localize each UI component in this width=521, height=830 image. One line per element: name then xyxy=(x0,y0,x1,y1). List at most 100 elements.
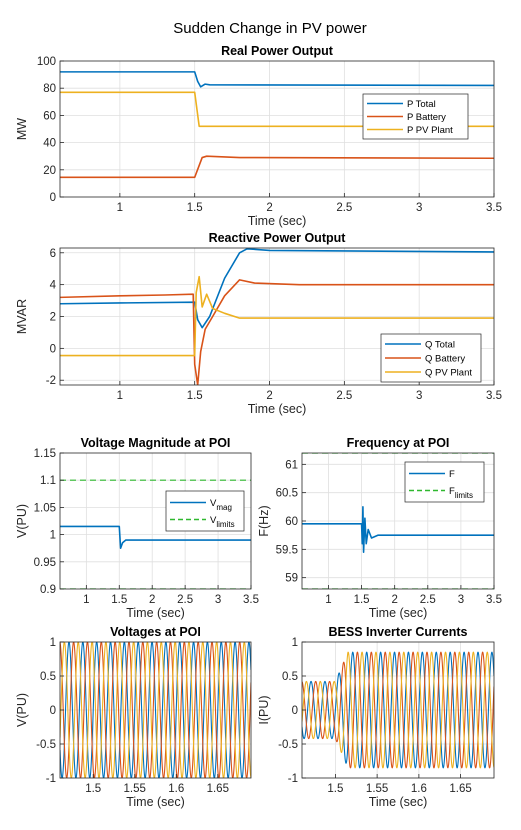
x-tick-label: 2.5 xyxy=(336,202,352,214)
legend-entry: Q Total xyxy=(425,340,455,351)
x-tick-label: 3.5 xyxy=(486,594,502,606)
legend-box xyxy=(165,490,245,532)
series-line-1 xyxy=(60,155,494,179)
legend-entry-name: V xyxy=(210,498,217,509)
chart-real: 1 1.5 2 2.5 3 3.5 0 20 40 60 80 100 Real Power Outpu… xyxy=(15,44,502,228)
x-axis-label: Time (sec) xyxy=(126,606,185,620)
series-line-2 xyxy=(60,275,494,357)
legend-entry: F xyxy=(449,469,455,480)
axes-box xyxy=(59,452,252,590)
y-tick-label: 1.15 xyxy=(34,448,56,460)
x-tick-label: 1.5 xyxy=(354,594,370,606)
chart-title: Real Power Output xyxy=(221,44,334,58)
phase-3-line xyxy=(60,642,251,778)
y-tick-label: 1 xyxy=(292,637,298,649)
series-line-0 xyxy=(60,248,494,329)
legend-entry-name: F xyxy=(449,486,455,497)
y-tick-label: 1.05 xyxy=(34,502,56,514)
legend-entry-name: V xyxy=(210,515,217,526)
x-tick-label: 1 xyxy=(83,594,89,606)
y-axis-label: F(Hz) xyxy=(257,505,271,536)
y-tick-label: 0.5 xyxy=(282,671,298,683)
x-axis-label: Time (sec) xyxy=(248,214,307,228)
legend-entry-name: P Total xyxy=(407,99,436,110)
y-axis-label: MVAR xyxy=(15,299,29,334)
x-tick-label: 2 xyxy=(149,594,155,606)
x-tick-label: 3 xyxy=(416,390,422,402)
legend-entry: P Total xyxy=(407,99,436,110)
y-tick-label: 60.5 xyxy=(276,488,298,500)
x-tick-label: 3.5 xyxy=(243,594,259,606)
x-tick-label: 1.65 xyxy=(449,783,471,795)
x-axis-label: Time (sec) xyxy=(369,606,428,620)
y-tick-label: -0.5 xyxy=(278,739,298,751)
y-tick-label: 80 xyxy=(43,83,56,95)
legend-entry: Vlimits xyxy=(210,515,235,529)
y-tick-label: 0 xyxy=(50,343,56,355)
y-tick-label: 1 xyxy=(50,530,56,542)
legend-entry: P PV Plant xyxy=(407,125,453,136)
x-tick-label: 1.6 xyxy=(168,783,184,795)
y-tick-label: 1.1 xyxy=(40,475,56,487)
chart-title: BESS Inverter Currents xyxy=(329,625,468,639)
legend-entry: P Battery xyxy=(407,112,446,123)
legend-entry-subscript: limits xyxy=(216,520,234,529)
x-tick-label: 3.5 xyxy=(486,202,502,214)
x-tick-label: 1.5 xyxy=(187,202,203,214)
y-axis-label: I(PU) xyxy=(257,695,271,724)
y-tick-label: 2 xyxy=(50,312,56,324)
x-axis-label: Time (sec) xyxy=(369,795,428,809)
y-tick-label: -1 xyxy=(288,773,298,785)
x-tick-label: 1 xyxy=(325,594,331,606)
x-tick-label: 1.5 xyxy=(85,783,101,795)
y-tick-label: 59 xyxy=(285,573,298,585)
x-axis-label: Time (sec) xyxy=(126,795,185,809)
chart-reactive: 1 1.5 2 2.5 3 3.5 -2 0 2 4 6 Reactive Power Output T… xyxy=(15,231,502,416)
phase-2-line xyxy=(302,651,494,769)
chart-currents: 1.5 1.55 1.6 1.65 -1 -0.5 0 0.5 1 BESS Inverter C… xyxy=(257,625,495,809)
series-line-0 xyxy=(60,71,494,88)
y-tick-label: 0 xyxy=(50,192,56,204)
chart-title: Frequency at POI xyxy=(347,436,450,450)
y-tick-label: 6 xyxy=(50,248,56,260)
legend-entry-name: Q Battery xyxy=(425,354,465,365)
y-tick-label: 0.5 xyxy=(40,671,56,683)
x-tick-label: 1.5 xyxy=(327,783,343,795)
y-tick-label: 0 xyxy=(50,705,56,717)
y-tick-label: 61 xyxy=(285,459,298,471)
y-tick-label: -1 xyxy=(46,773,56,785)
chart-voltages: 1.5 1.55 1.6 1.65 -1 -0.5 0 0.5 1 Voltages at POI… xyxy=(15,625,252,809)
y-tick-label: 0 xyxy=(292,705,298,717)
x-tick-label: 1.55 xyxy=(124,783,146,795)
chart-title: Voltages at POI xyxy=(110,625,201,639)
series-line-0 xyxy=(302,506,494,553)
legend-box xyxy=(404,461,485,503)
x-tick-label: 1.55 xyxy=(366,783,388,795)
legend-entry: Q Battery xyxy=(425,354,465,365)
legend-entry-name: P Battery xyxy=(407,112,446,123)
x-tick-label: 1.6 xyxy=(411,783,427,795)
x-tick-label: 2 xyxy=(266,202,272,214)
legend-entry-subscript: mag xyxy=(216,503,232,512)
x-tick-label: 1.5 xyxy=(187,390,203,402)
legend: P Total P Battery P PV Plant xyxy=(362,93,469,140)
legend-entry-name: Q Total xyxy=(425,340,455,351)
x-tick-label: 3.5 xyxy=(486,390,502,402)
plot-area xyxy=(60,71,494,179)
legend-entry: Vmag xyxy=(210,498,232,512)
y-tick-label: 60 xyxy=(43,110,56,122)
x-tick-label: 3 xyxy=(458,594,464,606)
y-tick-label: -0.5 xyxy=(36,739,56,751)
chart-voltage: 1 1.5 2 2.5 3 3.5 0.9 0.95 1 1.05 1.1 1.15 Voltage M… xyxy=(15,436,259,620)
y-tick-label: 40 xyxy=(43,138,56,150)
y-tick-label: -2 xyxy=(46,375,56,387)
chart-title: Voltage Magnitude at POI xyxy=(81,436,231,450)
legend-entry-subscript: limits xyxy=(455,491,473,500)
plot-area xyxy=(302,651,494,769)
x-tick-label: 3 xyxy=(215,594,221,606)
legend-entry-name: Q PV Plant xyxy=(425,368,472,379)
x-tick-label: 1 xyxy=(117,390,123,402)
